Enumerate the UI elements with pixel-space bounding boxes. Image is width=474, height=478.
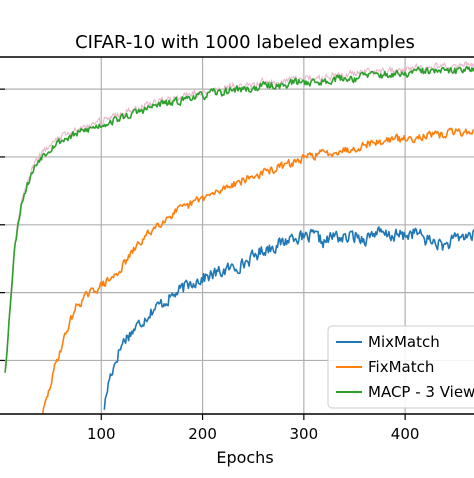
legend-label-2: MACP - 3 Views xyxy=(368,383,474,401)
legend-box xyxy=(327,325,474,409)
series-line-macp-3-views xyxy=(4,65,474,373)
x-tick-label-0: 100 xyxy=(87,425,116,443)
plot-layer: 100 200 300 400 MixMatch FixMatch MACP - 3 Vie… xyxy=(0,56,474,443)
legend-label-0: MixMatch xyxy=(368,333,440,351)
chart-title: CIFAR-10 with 1000 labeled examples xyxy=(75,32,415,53)
series-line-mixmatch xyxy=(103,226,474,410)
x-tick-label-1: 200 xyxy=(188,425,217,443)
x-tick-label-3: 400 xyxy=(391,425,420,443)
x-tick-label-2: 300 xyxy=(290,425,319,443)
background-series-line xyxy=(4,60,474,367)
x-axis-label: Epochs xyxy=(216,448,273,467)
legend-label-1: FixMatch xyxy=(368,358,434,376)
legend: MixMatch FixMatch MACP - 3 Views xyxy=(327,325,474,409)
series-line-fixmatch xyxy=(41,127,474,414)
